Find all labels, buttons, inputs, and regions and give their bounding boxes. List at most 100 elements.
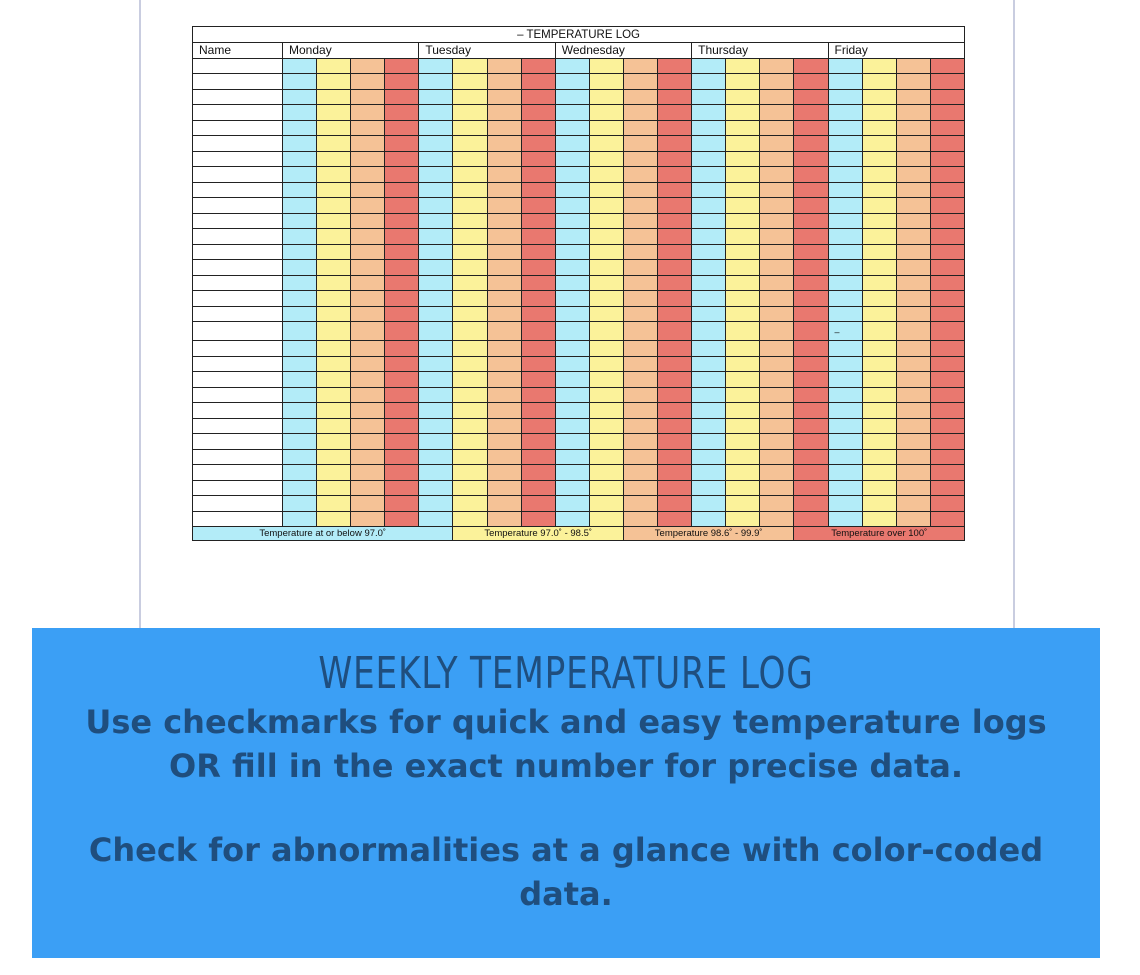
temperature-cell[interactable] [895,243,931,260]
temperature-cell[interactable] [793,510,829,527]
temperature-cell[interactable] [691,321,727,341]
temperature-cell[interactable] [929,464,966,481]
temperature-cell[interactable] [861,119,897,136]
temperature-cell[interactable] [588,448,624,465]
temperature-cell[interactable] [861,305,897,322]
temperature-cell[interactable] [861,340,897,357]
temperature-cell[interactable] [588,274,624,291]
temperature-cell[interactable] [691,386,727,403]
temperature-cell[interactable] [520,197,556,214]
temperature-cell[interactable] [793,417,829,434]
temperature-cell[interactable] [384,135,420,152]
temperature-cell[interactable] [316,355,352,372]
temperature-cell[interactable] [384,197,420,214]
temperature-cell[interactable] [520,417,556,434]
temperature-cell[interactable] [384,212,420,229]
temperature-cell[interactable] [622,259,659,276]
temperature-cell[interactable] [861,259,897,276]
temperature-cell[interactable] [622,495,659,512]
temperature-cell[interactable] [452,321,488,341]
temperature-cell[interactable] [691,228,727,245]
temperature-cell[interactable] [861,57,897,74]
temperature-cell[interactable] [554,197,590,214]
temperature-cell[interactable] [895,479,931,496]
name-cell[interactable] [192,402,283,419]
temperature-cell[interactable] [350,274,386,291]
temperature-cell[interactable] [827,510,863,527]
temperature-cell[interactable] [759,228,795,245]
temperature-cell[interactable] [350,305,386,322]
temperature-cell[interactable] [486,510,522,527]
temperature-cell[interactable] [827,355,863,372]
temperature-cell[interactable] [827,274,863,291]
temperature-cell[interactable] [827,243,863,260]
temperature-cell[interactable] [520,104,556,121]
temperature-cell[interactable] [350,166,386,183]
temperature-cell[interactable] [520,181,556,198]
temperature-cell[interactable] [486,181,522,198]
temperature-cell[interactable] [929,433,966,450]
temperature-cell[interactable] [486,305,522,322]
temperature-cell[interactable] [384,510,420,527]
temperature-cell[interactable] [281,433,318,450]
temperature-cell[interactable] [622,402,659,419]
temperature-cell[interactable] [281,88,318,105]
temperature-cell[interactable] [691,417,727,434]
temperature-cell[interactable] [861,73,897,90]
temperature-cell[interactable] [452,417,488,434]
temperature-cell[interactable] [316,228,352,245]
temperature-cell[interactable] [384,371,420,388]
temperature-cell[interactable] [622,212,659,229]
temperature-cell[interactable] [520,150,556,167]
temperature-cell[interactable] [281,150,318,167]
temperature-cell[interactable] [554,181,590,198]
temperature-cell[interactable] [486,479,522,496]
temperature-cell[interactable] [316,259,352,276]
temperature-cell[interactable] [350,228,386,245]
temperature-cell[interactable] [350,321,386,341]
temperature-cell[interactable] [452,479,488,496]
temperature-cell[interactable] [929,290,966,307]
temperature-cell[interactable] [929,355,966,372]
name-cell[interactable] [192,119,283,136]
temperature-cell[interactable] [418,386,454,403]
temperature-cell[interactable] [350,104,386,121]
temperature-cell[interactable] [520,340,556,357]
temperature-cell[interactable] [657,305,693,322]
temperature-cell[interactable] [486,321,522,341]
temperature-cell[interactable] [759,88,795,105]
temperature-cell[interactable] [452,104,488,121]
temperature-cell[interactable] [316,386,352,403]
temperature-cell[interactable] [316,290,352,307]
temperature-cell[interactable] [418,479,454,496]
temperature-cell[interactable] [895,417,931,434]
temperature-cell[interactable] [622,386,659,403]
temperature-cell[interactable] [316,479,352,496]
temperature-cell[interactable] [691,104,727,121]
temperature-cell[interactable] [622,433,659,450]
temperature-cell[interactable] [657,197,693,214]
temperature-cell[interactable] [281,448,318,465]
temperature-cell[interactable] [827,433,863,450]
temperature-cell[interactable] [759,73,795,90]
temperature-cell[interactable] [895,355,931,372]
temperature-cell[interactable] [827,464,863,481]
temperature-cell[interactable] [657,448,693,465]
temperature-cell[interactable] [452,57,488,74]
temperature-cell[interactable] [691,259,727,276]
temperature-cell[interactable] [486,290,522,307]
temperature-cell[interactable] [384,495,420,512]
temperature-cell[interactable] [452,290,488,307]
temperature-cell[interactable] [793,371,829,388]
temperature-cell[interactable] [861,104,897,121]
temperature-cell[interactable] [895,510,931,527]
temperature-cell[interactable] [657,104,693,121]
temperature-cell[interactable] [793,243,829,260]
temperature-cell[interactable] [384,305,420,322]
temperature-cell[interactable] [520,166,556,183]
temperature-cell[interactable] [622,243,659,260]
temperature-cell[interactable] [657,464,693,481]
temperature-cell[interactable] [452,371,488,388]
temperature-cell[interactable] [452,495,488,512]
temperature-cell[interactable] [725,197,761,214]
